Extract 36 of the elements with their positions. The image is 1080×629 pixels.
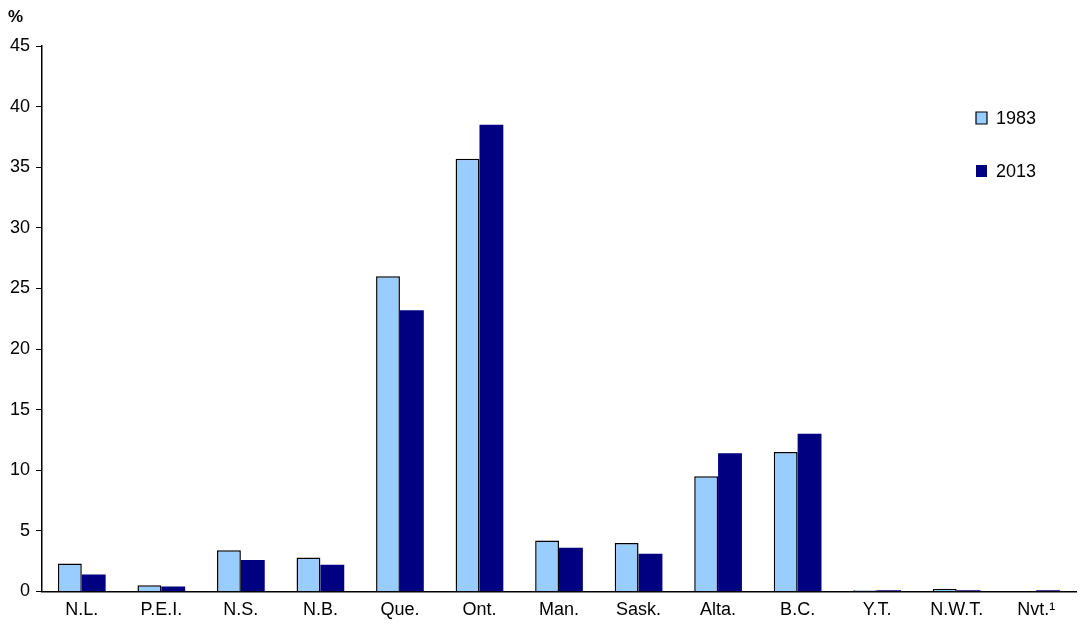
y-tick-label: 5 — [20, 519, 31, 540]
legend-label: 2013 — [996, 160, 1037, 181]
x-tick-label: Man. — [539, 599, 580, 620]
y-axis-title: % — [8, 6, 24, 26]
x-tick-label: Y.T. — [862, 599, 892, 620]
bar — [638, 553, 663, 591]
x-tick-label: Sask. — [616, 599, 662, 620]
y-tick-label: 40 — [9, 95, 31, 116]
y-tick-label: 45 — [9, 34, 31, 55]
y-tick-label: 0 — [20, 580, 31, 601]
x-tick-label: N.B. — [302, 599, 338, 620]
y-tick-label: 25 — [9, 277, 31, 298]
bar — [399, 310, 424, 591]
x-tick-label: Nvt.¹ — [1017, 599, 1056, 620]
y-tick-label: 20 — [9, 337, 31, 358]
bar — [797, 433, 822, 591]
bar — [718, 453, 742, 591]
bar — [240, 559, 265, 591]
x-tick-label: Ont. — [462, 599, 497, 620]
bar — [81, 574, 106, 591]
bar — [479, 124, 504, 591]
y-tick-label: 15 — [9, 398, 31, 419]
legend-label: 1983 — [996, 107, 1037, 128]
x-tick-label: B.C. — [780, 599, 816, 620]
y-tick-label: 10 — [9, 459, 31, 480]
y-tick-label: 30 — [9, 216, 31, 237]
x-tick-label: N.L. — [65, 599, 99, 620]
bar — [559, 547, 583, 591]
y-tick-label: 35 — [9, 156, 31, 177]
bar — [320, 564, 345, 591]
x-tick-label: N.W.T. — [930, 599, 984, 620]
x-tick-label: N.S. — [223, 599, 259, 620]
x-tick-label: P.E.I. — [140, 599, 183, 620]
x-tick-label: Que. — [380, 599, 420, 620]
bar — [161, 586, 186, 591]
x-tick-label: Alta. — [700, 599, 737, 620]
